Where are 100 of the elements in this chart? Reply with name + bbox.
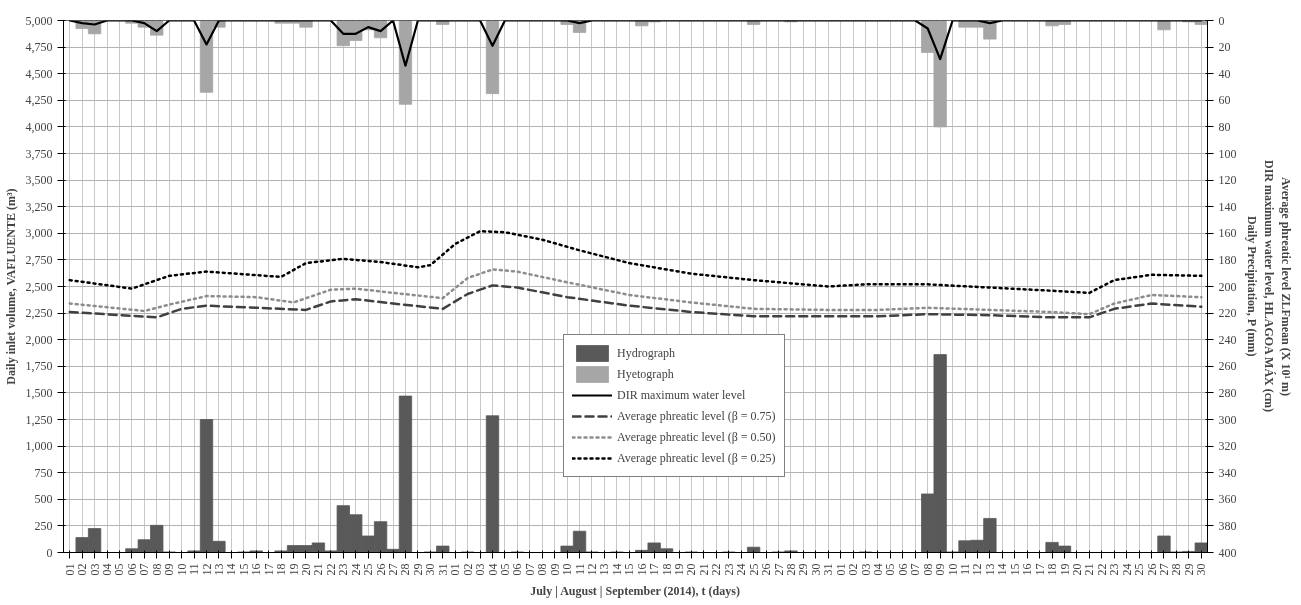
- x-tick-label: 28: [783, 563, 798, 576]
- y2-tick-label: 300: [1218, 412, 1237, 427]
- x-tick-label: 20: [684, 563, 699, 576]
- x-tick-label: 04: [485, 563, 500, 576]
- y-tick-label: 4,250: [25, 93, 53, 108]
- y-tick-label: 2,000: [25, 332, 53, 347]
- x-tick-label: 16: [634, 563, 649, 576]
- y-tick-label: 3,250: [25, 199, 53, 214]
- legend-label: DIR maximum water level: [617, 387, 746, 403]
- y2-tick-label: 80: [1218, 119, 1231, 134]
- x-tick-label: 26: [1144, 563, 1159, 576]
- x-tick-label: 26: [373, 563, 388, 576]
- x-axis-title: July | August | September (2014), t (days): [530, 583, 740, 598]
- x-tick-label: 03: [858, 563, 873, 576]
- y-tick-label: 4,500: [25, 66, 53, 81]
- x-tick-label: 04: [100, 563, 115, 576]
- x-tick-label: 09: [547, 563, 562, 576]
- y2-tick-label: 20: [1218, 40, 1231, 55]
- y2-tick-label: 340: [1218, 465, 1237, 480]
- x-tick-label: 17: [647, 563, 662, 576]
- y-tick-label: 1,250: [25, 412, 53, 427]
- x-tick-label: 17: [261, 563, 276, 576]
- x-tick-label: 11: [572, 563, 587, 576]
- x-tick-label: 30: [1194, 563, 1209, 576]
- x-tick-label: 24: [1119, 563, 1134, 576]
- x-tick-label: 21: [1082, 563, 1097, 576]
- x-tick-label: 19: [1057, 563, 1072, 576]
- y2-tick-label: 40: [1218, 66, 1231, 81]
- x-tick-label: 01: [448, 563, 463, 576]
- legend-label: Hyetograph: [617, 366, 674, 382]
- y2-tick-label: 160: [1218, 226, 1237, 241]
- y2-tick-label: 200: [1218, 279, 1237, 294]
- text: DIR maximum water level, HLAGOA MÁX (cm): [1261, 160, 1276, 413]
- y-tick-label: 500: [34, 492, 53, 507]
- x-tick-label: 10: [560, 563, 575, 576]
- x-tick-label: 29: [796, 563, 811, 576]
- y-tick-label: 2,500: [25, 279, 53, 294]
- x-tick-label: 16: [1020, 563, 1035, 576]
- y-axis-title: Daily inlet volume, VAFLUENTE (m³): [3, 188, 18, 385]
- x-tick-label: 01: [62, 563, 77, 576]
- x-tick-label: 13: [597, 563, 612, 576]
- x-tick-label: 25: [361, 563, 376, 576]
- y2-tick-label: 180: [1218, 252, 1237, 267]
- y-tick-label: 1,750: [25, 359, 53, 374]
- x-tick-label: 09: [933, 563, 948, 576]
- x-tick-label: 19: [286, 563, 301, 576]
- x-tick-label: 20: [1069, 563, 1084, 576]
- y2-axis-title: Daily Precipitation, P (mm): [1244, 215, 1259, 357]
- y-tick-label: 2,250: [25, 306, 53, 321]
- x-tick-label: 05: [883, 563, 898, 576]
- x-tick-label: 13: [211, 563, 226, 576]
- x-tick-label: 06: [510, 563, 525, 576]
- x-tick-label: 02: [75, 563, 90, 576]
- x-tick-label: 18: [659, 563, 674, 576]
- y2-tick-label: 140: [1218, 199, 1237, 214]
- x-tick-label: 29: [1181, 563, 1196, 576]
- x-tick-label: 23: [1107, 563, 1122, 576]
- x-tick-label: 21: [696, 563, 711, 576]
- x-tick-label: 08: [920, 563, 935, 576]
- y-tick-label: 4,750: [25, 40, 53, 55]
- x-tick-label: 23: [721, 563, 736, 576]
- x-tick-label: 12: [199, 563, 214, 576]
- y-tick-label: 1,000: [25, 439, 53, 454]
- legend-label: Average phreatic level (β = 0.25): [617, 450, 776, 466]
- y-tick-label: 3,750: [25, 146, 53, 161]
- x-tick-label: 24: [734, 563, 749, 576]
- x-tick-label: 31: [435, 563, 450, 576]
- x-tick-label: 18: [1045, 563, 1060, 576]
- x-tick-label: 22: [323, 563, 338, 576]
- x-tick-label: 20: [298, 563, 313, 576]
- x-tick-label: 11: [958, 563, 973, 576]
- x-tick-label: 17: [1032, 563, 1047, 576]
- y-tick-label: 5,000: [25, 13, 53, 28]
- y-tick-label: 250: [34, 518, 53, 533]
- x-tick-label: 08: [149, 563, 164, 576]
- y2-tick-label: 280: [1218, 385, 1237, 400]
- x-tick-label: 13: [982, 563, 997, 576]
- x-tick-label: 14: [224, 563, 239, 576]
- y2-tick-label: 220: [1218, 306, 1237, 321]
- x-tick-label: 04: [870, 563, 885, 576]
- x-tick-label: 26: [759, 563, 774, 576]
- x-tick-label: 06: [895, 563, 910, 576]
- y-tick-label: 2,750: [25, 252, 53, 267]
- x-tick-label: 02: [460, 563, 475, 576]
- x-tick-label: 22: [1094, 563, 1109, 576]
- x-tick-label: 10: [174, 563, 189, 576]
- x-tick-label: 15: [622, 563, 637, 576]
- x-tick-label: 28: [1169, 563, 1184, 576]
- x-tick-label: 15: [236, 563, 251, 576]
- y2-tick-label: 240: [1218, 332, 1237, 347]
- x-tick-label: 10: [945, 563, 960, 576]
- y-tick-label: 3,500: [25, 173, 53, 188]
- text: Average phreatic level ZLFmean (X 10¹ m): [1278, 176, 1293, 397]
- x-tick-label: 21: [311, 563, 326, 576]
- x-tick-label: 05: [112, 563, 127, 576]
- y2-tick-label: 320: [1218, 439, 1237, 454]
- x-tick-label: 18: [274, 563, 289, 576]
- y2-tick-label: 260: [1218, 359, 1237, 374]
- x-tick-label: 08: [535, 563, 550, 576]
- x-tick-label: 14: [609, 563, 624, 576]
